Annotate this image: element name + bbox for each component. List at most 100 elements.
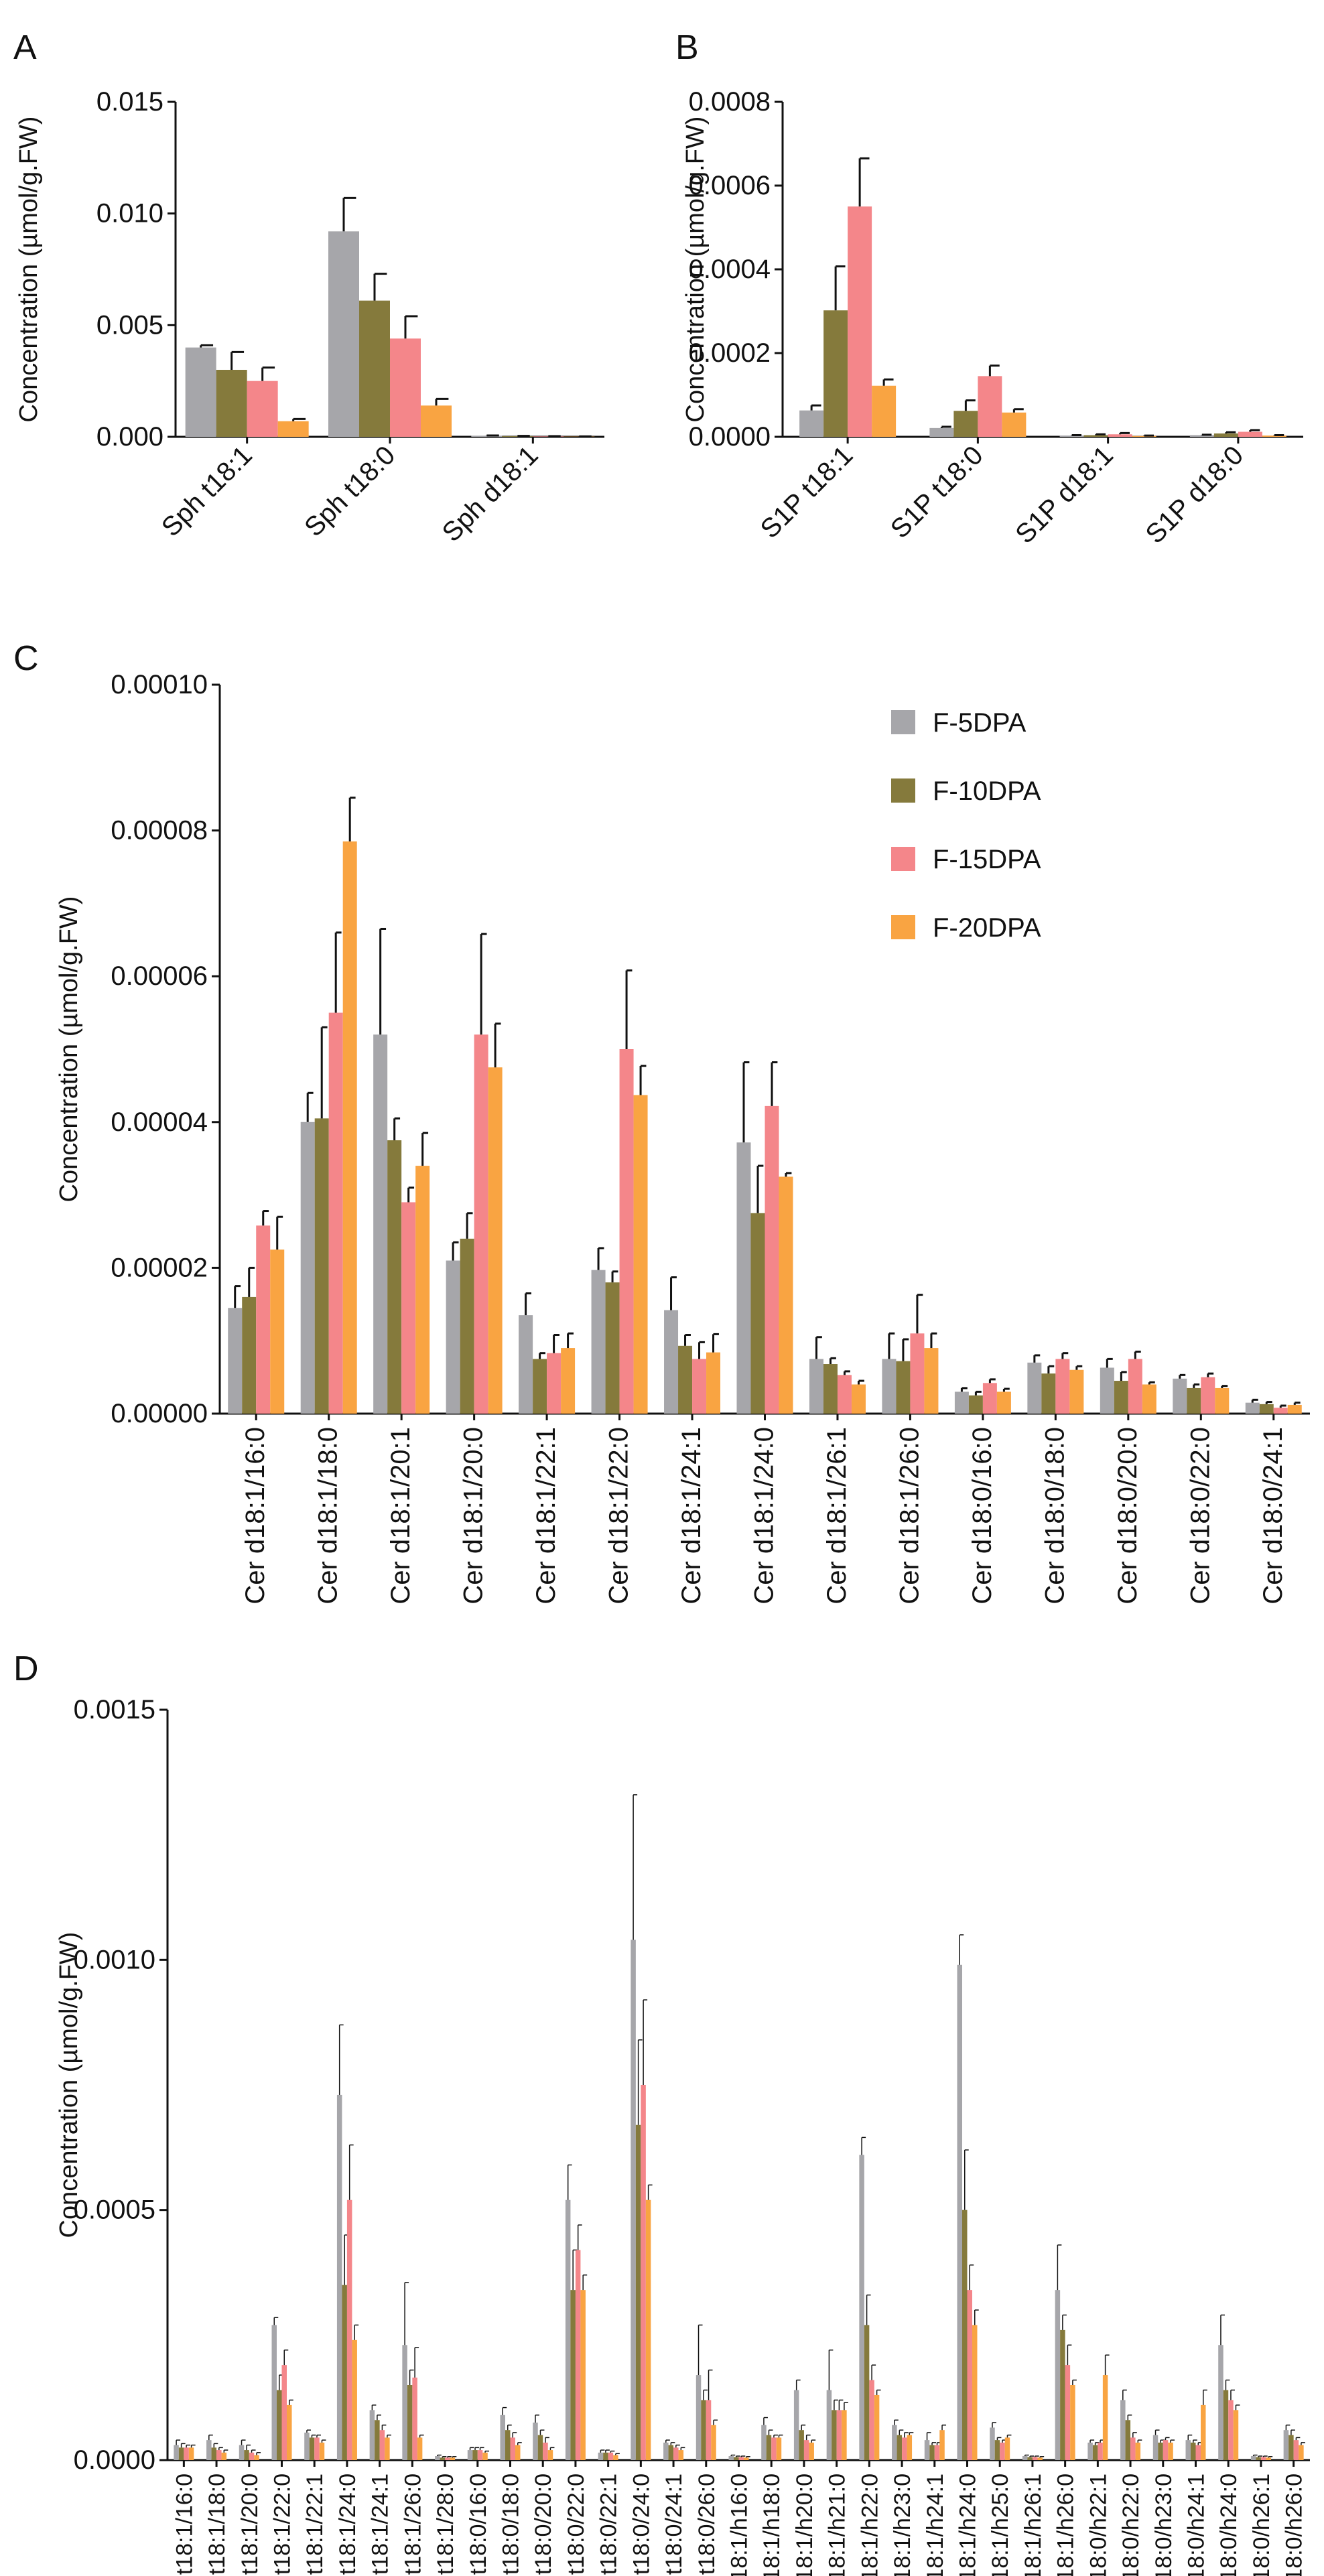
panel-c-bar xyxy=(619,1049,634,1414)
panel-d-bar xyxy=(832,2410,837,2460)
panel-c-x-tick-label: Cer d18:1/16:0 xyxy=(241,1427,270,1605)
panel-d-bar xyxy=(412,2377,417,2460)
panel-b-bar xyxy=(1083,435,1108,437)
panel-d-bar xyxy=(836,2410,842,2460)
panel-d-bar xyxy=(402,2345,407,2460)
panel-d-bar xyxy=(1266,2457,1271,2460)
panel-b-bar xyxy=(1002,412,1027,437)
panel-d-bar xyxy=(1092,2445,1098,2460)
panel-c-bar xyxy=(954,1392,969,1414)
panel-d-y-tick-label: 0.0015 xyxy=(74,1695,155,1724)
panel-d-bar xyxy=(1060,2329,1065,2460)
panel-d-bar xyxy=(994,2440,1000,2460)
panel-d-x-tick-label: t18:0/22:1 xyxy=(596,2473,622,2575)
panel-d-bar xyxy=(771,2437,777,2460)
panel-d-bar xyxy=(869,2380,874,2460)
panel-b-y-tick-label: 0.0002 xyxy=(689,338,771,368)
panel-c-y-tick-label: 0.00010 xyxy=(111,670,208,699)
panel-d-bar xyxy=(1120,2400,1126,2460)
panel-d-bar xyxy=(967,2290,972,2460)
panel-b-bar xyxy=(1262,435,1286,437)
panel-d-bar xyxy=(379,2430,385,2460)
panel-a-x-tick-label: Sph t18:1 xyxy=(156,440,258,542)
panel-d-bar xyxy=(1283,2430,1289,2460)
panel-c-bar xyxy=(228,1308,243,1414)
panel-d-bar xyxy=(706,2400,712,2460)
panel-d-bar xyxy=(314,2437,320,2460)
panel-d-x-tick-label: t18:1/h24:0 xyxy=(955,2473,981,2576)
panel-d-bar xyxy=(221,2452,227,2460)
panel-c-y-tick-label: 0.00004 xyxy=(111,1107,208,1137)
panel-b-y-tick-label: 0.0008 xyxy=(689,87,771,117)
panel-c-bar xyxy=(1173,1378,1187,1414)
panel-d-bar xyxy=(744,2457,749,2460)
panel-d-bar xyxy=(304,2432,310,2460)
panel-d-bar xyxy=(178,2447,184,2460)
panel-c-bar xyxy=(779,1176,793,1414)
panel-c-x-tick-label: Cer d18:0/24:1 xyxy=(1258,1427,1288,1605)
panel-c-bar xyxy=(750,1213,765,1414)
panel-d-bar xyxy=(673,2447,679,2460)
panel-b-bar xyxy=(1059,435,1084,437)
panel-c-bar xyxy=(591,1270,606,1414)
panel-d-bar xyxy=(728,2456,734,2460)
panel-b-bar xyxy=(1108,434,1132,437)
panel-c-bar xyxy=(823,1364,838,1414)
panel-c-bar xyxy=(256,1225,271,1414)
panel-d-x-tick-label: t18:1/h24:1 xyxy=(923,2473,948,2576)
panel-d-bar xyxy=(287,2404,292,2460)
panel-b-y-tick-label: 0.0000 xyxy=(689,422,771,452)
panel-c-y-axis-label: Concentration (µmol/g.FW) xyxy=(55,896,83,1203)
panel-c-bar xyxy=(415,1166,430,1414)
panel-d-bar xyxy=(510,2437,515,2460)
panel-d-bar xyxy=(281,2365,287,2460)
panel-d-y-tick-label: 0.0005 xyxy=(74,2195,155,2225)
panel-c-bar xyxy=(561,1348,576,1414)
panel-label-d: D xyxy=(13,1649,39,1688)
panel-c-bar xyxy=(1114,1381,1128,1414)
panel-d-bar xyxy=(1032,2457,1038,2460)
panel-d-bar xyxy=(793,2390,799,2460)
panel-d-x-tick-label: t18:1/h18:0 xyxy=(759,2473,785,2576)
panel-c-bar xyxy=(1287,1404,1302,1414)
panel-c-bar xyxy=(1055,1359,1070,1414)
legend-label: F-15DPA xyxy=(933,845,1041,874)
panel-label-c: C xyxy=(13,639,39,678)
panel-d-x-tick-label: t18:0/22:0 xyxy=(564,2473,589,2575)
panel-c-bar xyxy=(633,1095,648,1414)
panel-d-bar xyxy=(1299,2445,1304,2460)
panel-c-bar xyxy=(1201,1377,1215,1414)
panel-c-bar xyxy=(664,1310,679,1414)
panel-d-bar xyxy=(565,2199,571,2460)
panel-d-bar xyxy=(929,2445,935,2460)
panel-d-bar xyxy=(543,2442,548,2460)
panel-d-x-tick-label: t18:1/h20:0 xyxy=(792,2473,817,2576)
panel-d-bar xyxy=(188,2447,194,2460)
panel-d-bar xyxy=(1087,2442,1093,2460)
panel-c-bar xyxy=(300,1122,315,1414)
panel-d-bar xyxy=(385,2437,390,2460)
panel-d-x-tick-label: t18:0/h26:0 xyxy=(1282,2473,1307,2576)
panel-d-bar xyxy=(701,2400,706,2460)
panel-c-bar xyxy=(678,1345,693,1414)
panel-c-bar xyxy=(1215,1387,1230,1414)
panel-d-bar xyxy=(1037,2457,1043,2460)
panel-d-x-tick-label: t18:0/24:1 xyxy=(661,2473,687,2575)
legend-swatch xyxy=(891,847,915,871)
panel-c-bar xyxy=(1273,1408,1288,1414)
panel-d-bar xyxy=(369,2410,375,2460)
panel-d-bar xyxy=(892,2425,897,2460)
panel-d-bar xyxy=(1201,2404,1206,2460)
panel-d-x-tick-label: t18:0/18:0 xyxy=(499,2473,524,2575)
panel-c-bar xyxy=(446,1260,460,1414)
panel-d-bar xyxy=(336,2094,342,2460)
panel-c-y-tick-label: 0.00006 xyxy=(111,961,208,991)
panel-c-x-tick-label: Cer d18:1/26:0 xyxy=(895,1427,924,1605)
panel-c-x-tick-label: Cer d18:1/24:1 xyxy=(677,1427,706,1605)
chart-panel-d: 0.0000 0.0005 0.0010 0.0015 Concentration (µ… xyxy=(55,1695,1310,2576)
panel-d-bar xyxy=(1004,2437,1010,2460)
panel-d-bar xyxy=(631,1940,636,2460)
panel-d-bar xyxy=(244,2450,249,2460)
panel-c-bar xyxy=(982,1383,997,1414)
panel-a-y-tick-label: 0.000 xyxy=(96,422,163,452)
